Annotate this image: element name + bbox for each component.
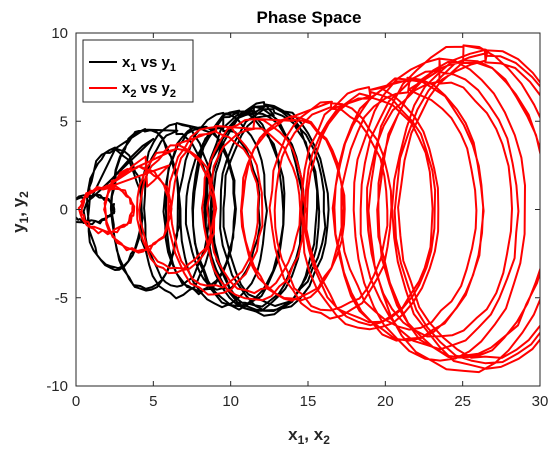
x-tick-label: 15 xyxy=(300,393,317,410)
y-tick-label: 0 xyxy=(60,202,68,219)
series-line-2 xyxy=(77,44,540,374)
x-axis-label: x1, x2 xyxy=(288,425,330,447)
series-line-1 xyxy=(76,101,330,317)
chart-title: Phase Space xyxy=(257,8,362,27)
x-tick-label: 30 xyxy=(532,393,549,410)
legend-box xyxy=(82,39,194,103)
legend: x1 vs y1 x2 vs y2 xyxy=(82,39,194,103)
x-tick-label: 25 xyxy=(454,393,471,410)
y-axis-label: y1, y2 xyxy=(9,191,31,233)
y-tick-label: 10 xyxy=(51,25,68,42)
legend-label-series-1: x1 vs y1 xyxy=(122,54,176,74)
y-tick-label: -5 xyxy=(55,290,68,307)
y-tick-label: 5 xyxy=(60,113,68,130)
x-tick-label: 20 xyxy=(377,393,394,410)
x-tick-label: 10 xyxy=(222,393,239,410)
x-tick-label: 0 xyxy=(72,393,80,410)
legend-label-series-2: x2 vs y2 xyxy=(122,80,176,100)
y-tick-label: -10 xyxy=(46,378,68,395)
x-tick-label: 5 xyxy=(149,393,157,410)
data-layer xyxy=(76,44,540,374)
